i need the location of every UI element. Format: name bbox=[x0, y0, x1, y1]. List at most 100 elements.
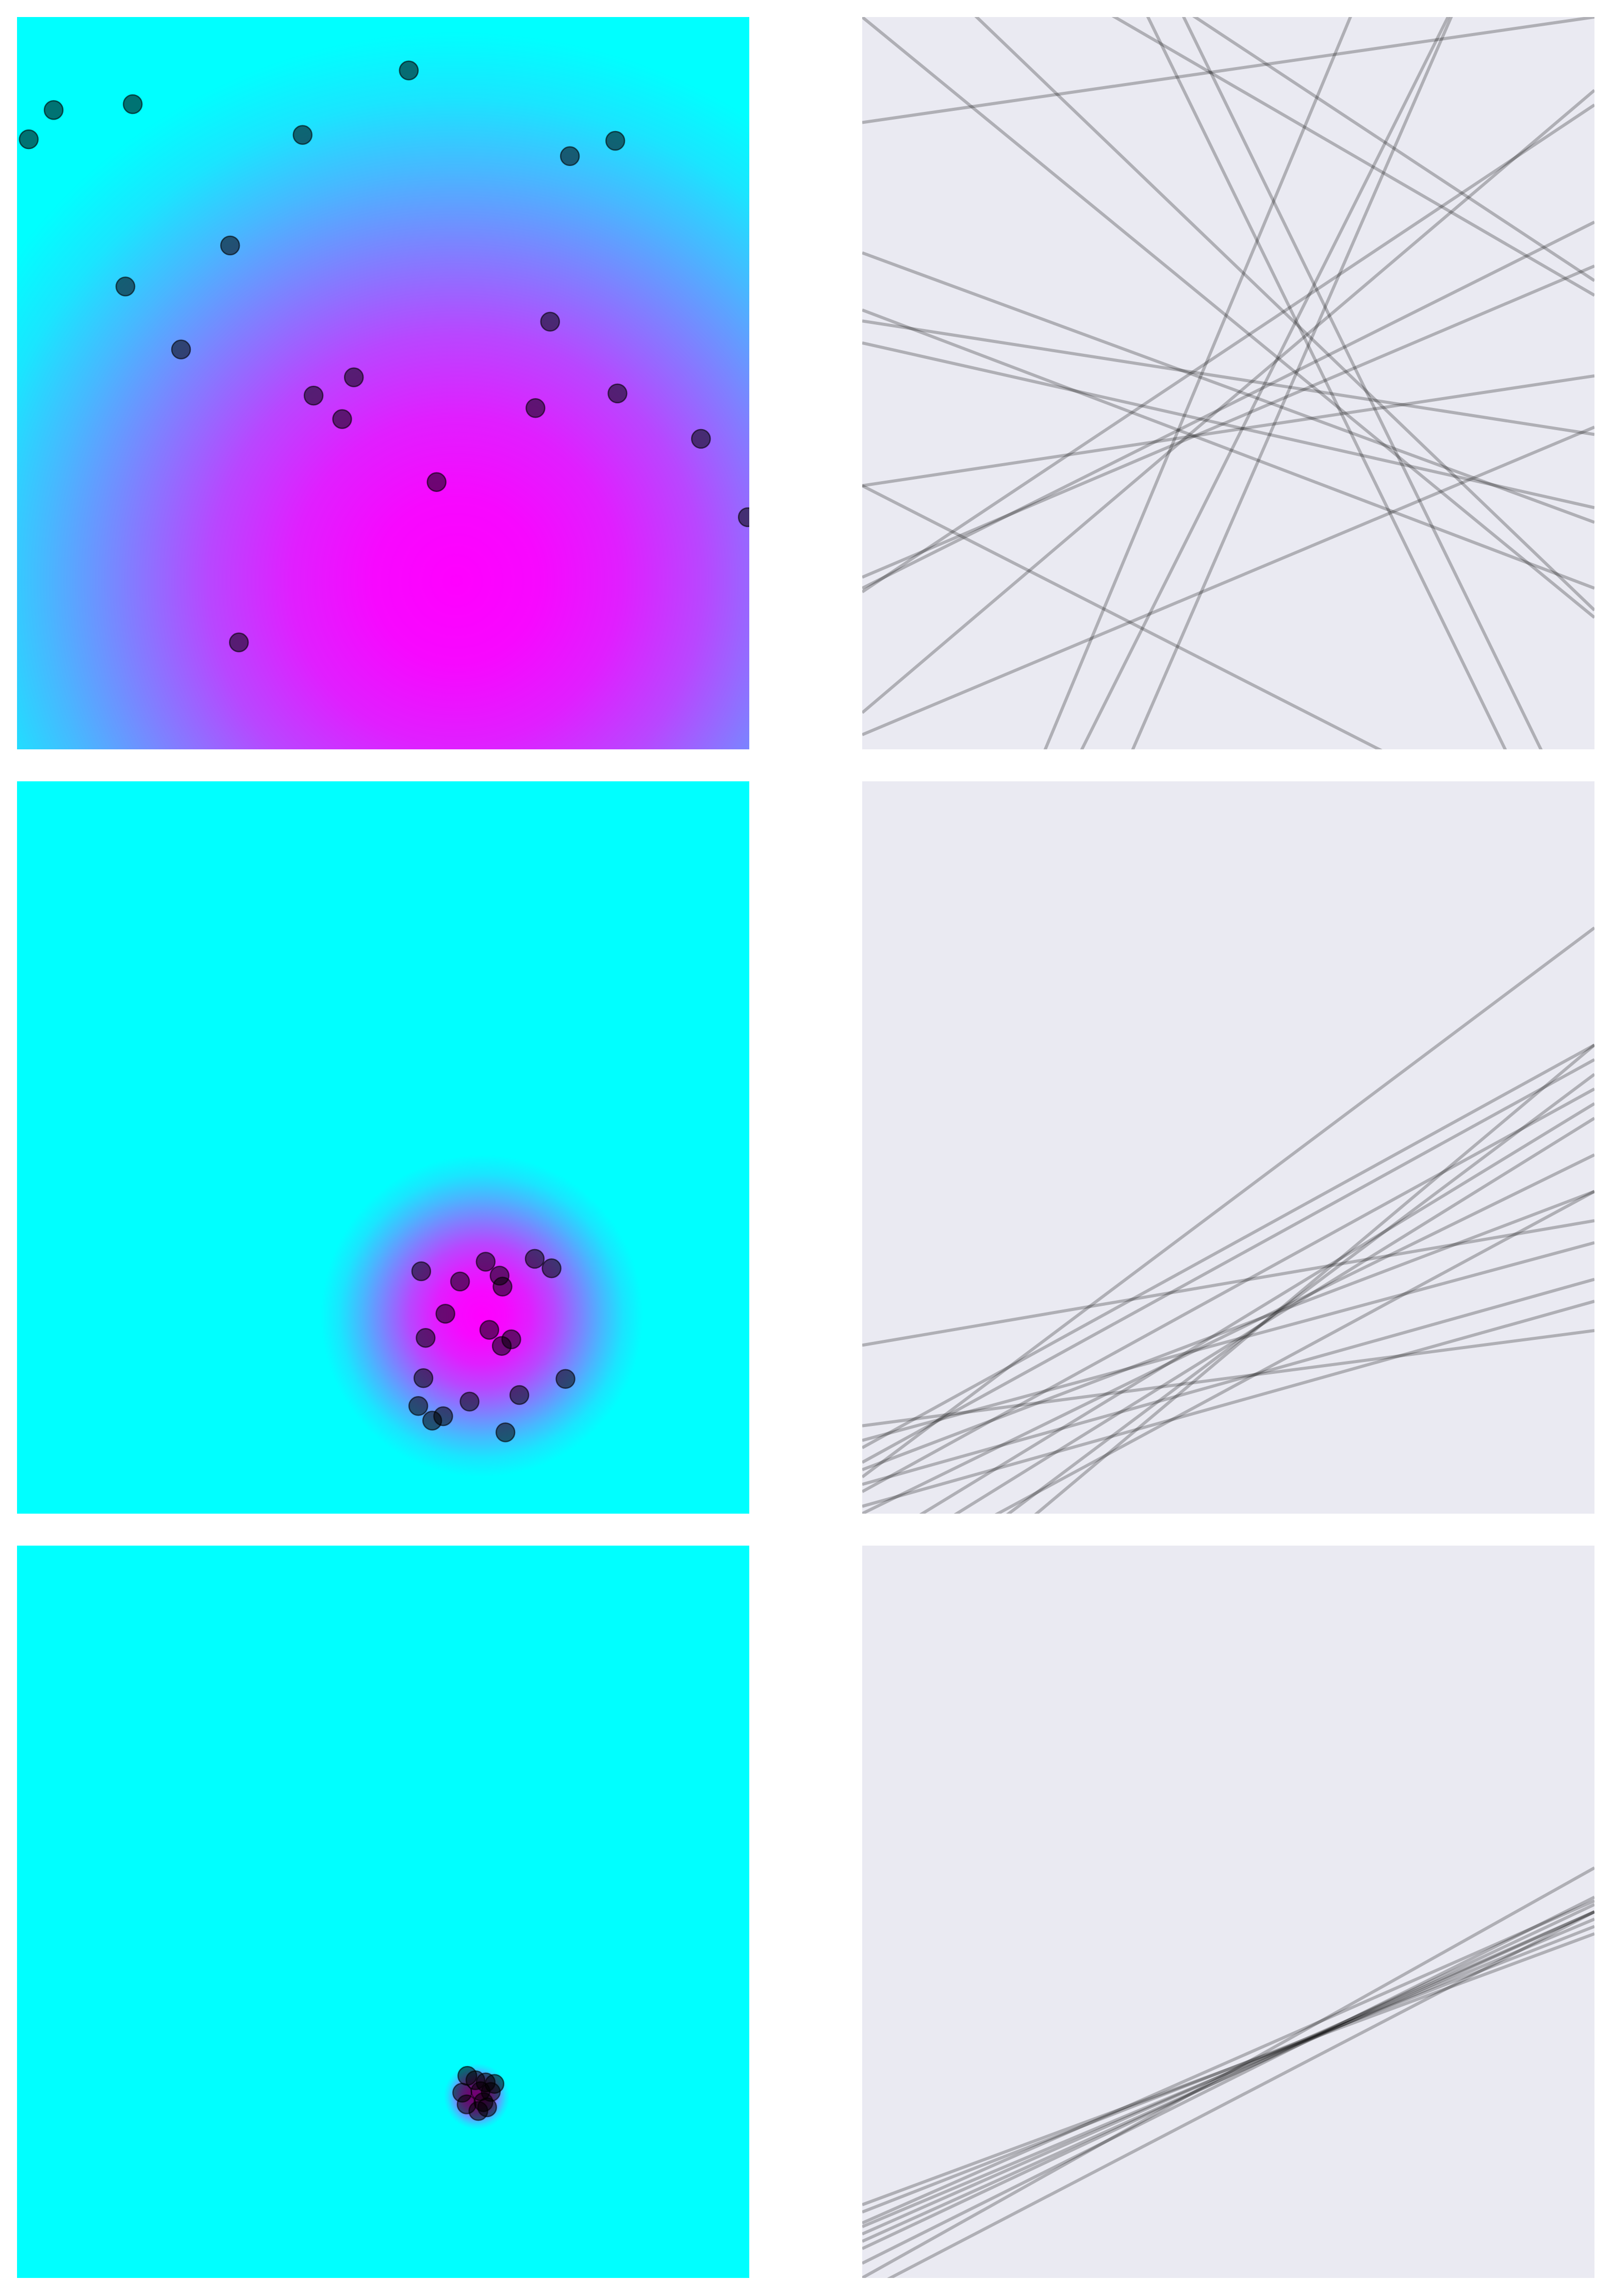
scatter-point bbox=[491, 1336, 512, 1356]
scatter-point bbox=[524, 1249, 545, 1269]
scatter-point bbox=[115, 276, 136, 297]
regression-line bbox=[862, 1329, 1594, 1428]
regression-line bbox=[1080, 17, 1450, 749]
regression-line bbox=[862, 926, 1594, 1479]
bottom-left-density bbox=[17, 1546, 749, 2278]
scatter-point bbox=[433, 1406, 453, 1426]
regression-line bbox=[862, 1043, 1594, 1449]
middle-left-panel bbox=[17, 781, 749, 1514]
regression-line bbox=[862, 319, 1594, 436]
top-right-lines bbox=[862, 17, 1594, 749]
regression-line bbox=[1111, 17, 1594, 297]
scatter-point bbox=[560, 146, 580, 167]
scatter-point bbox=[292, 125, 313, 145]
regression-line bbox=[953, 1117, 1594, 1514]
regression-line bbox=[862, 341, 1594, 510]
regression-line bbox=[862, 1300, 1594, 1508]
scatter-point bbox=[473, 2092, 494, 2112]
scatter-point bbox=[343, 367, 364, 387]
scatter-point bbox=[475, 1252, 496, 1272]
regression-line bbox=[1131, 17, 1453, 749]
regression-line bbox=[862, 1917, 1594, 2228]
bottom-right-panel bbox=[862, 1546, 1594, 2278]
scatter-point bbox=[737, 507, 749, 528]
panels bbox=[17, 17, 1594, 2278]
bottom-left-points bbox=[452, 2065, 505, 2121]
scatter-point bbox=[413, 1368, 434, 1388]
regression-line bbox=[862, 1903, 1594, 2250]
top-left-points bbox=[19, 60, 749, 652]
regression-line bbox=[862, 1925, 1594, 2213]
scatter-point bbox=[229, 632, 249, 652]
scatter-point bbox=[459, 1391, 480, 1412]
regression-line bbox=[862, 1277, 1594, 1486]
regression-line bbox=[862, 1895, 1594, 2265]
regression-line bbox=[862, 89, 1594, 714]
regression-line bbox=[862, 308, 1594, 590]
regression-line bbox=[862, 103, 1594, 594]
scatter-point bbox=[220, 235, 240, 256]
regression-line bbox=[862, 1087, 1594, 1494]
regression-line bbox=[862, 1910, 1594, 2236]
regression-line bbox=[862, 1241, 1594, 1442]
bottom-left-panel bbox=[17, 1546, 749, 2278]
regression-line bbox=[862, 1190, 1594, 1471]
scatter-point bbox=[495, 1422, 516, 1442]
scatter-point bbox=[541, 1258, 562, 1278]
scatter-point bbox=[19, 129, 39, 150]
regression-line bbox=[1192, 17, 1594, 282]
scatter-point bbox=[416, 1327, 436, 1348]
scatter-point bbox=[607, 383, 628, 404]
scatter-point bbox=[332, 409, 352, 429]
regression-line bbox=[862, 1058, 1594, 1464]
scatter-point bbox=[691, 429, 711, 449]
scatter-point bbox=[525, 398, 546, 418]
top-right-panel bbox=[862, 17, 1594, 749]
top-left-density bbox=[17, 17, 749, 749]
bottom-right-lines bbox=[862, 1866, 1594, 2278]
scatter-point bbox=[411, 1261, 432, 1282]
middle-right-lines bbox=[862, 926, 1594, 1514]
scatter-point bbox=[303, 385, 324, 406]
regression-line bbox=[919, 1102, 1594, 1514]
regression-line bbox=[862, 1932, 1594, 2206]
regression-line bbox=[862, 1153, 1594, 1514]
middle-left-density bbox=[17, 781, 749, 1514]
scatter-point bbox=[426, 472, 447, 492]
regression-line bbox=[862, 251, 1594, 524]
scatter-point bbox=[435, 1304, 455, 1324]
scatter-point bbox=[479, 1320, 500, 1340]
regression-line bbox=[862, 220, 1594, 590]
scatter-point bbox=[171, 339, 191, 359]
regression-line bbox=[862, 1866, 1594, 2278]
bottom-right-background bbox=[862, 1546, 1594, 2278]
regression-line bbox=[1146, 17, 1507, 749]
regression-line bbox=[887, 1910, 1594, 2278]
regression-line bbox=[862, 17, 1594, 124]
scatter-point bbox=[43, 100, 64, 120]
scatter-point bbox=[555, 1369, 575, 1389]
middle-right-panel bbox=[862, 781, 1594, 1514]
regression-line bbox=[1182, 17, 1543, 749]
regression-line bbox=[1034, 1043, 1594, 1514]
regression-line bbox=[862, 17, 1594, 619]
scatter-point bbox=[399, 60, 419, 80]
regression-line bbox=[862, 484, 1383, 749]
scatter-point bbox=[450, 1271, 470, 1292]
scatter-point bbox=[123, 94, 143, 114]
regression-line bbox=[974, 17, 1594, 612]
regression-line bbox=[1006, 1073, 1594, 1514]
regression-line bbox=[862, 425, 1594, 736]
scatter-point bbox=[492, 1276, 513, 1297]
regression-line bbox=[862, 265, 1594, 579]
regression-line bbox=[862, 374, 1594, 487]
scatter-point bbox=[509, 1385, 530, 1405]
scatter-point bbox=[540, 311, 561, 332]
top-left-panel bbox=[17, 17, 749, 749]
middle-left-points bbox=[408, 1249, 575, 1442]
scatter-point bbox=[408, 1396, 429, 1416]
regression-line bbox=[994, 1190, 1594, 1514]
middle-right-background bbox=[862, 781, 1594, 1514]
scatter-point bbox=[605, 130, 626, 151]
